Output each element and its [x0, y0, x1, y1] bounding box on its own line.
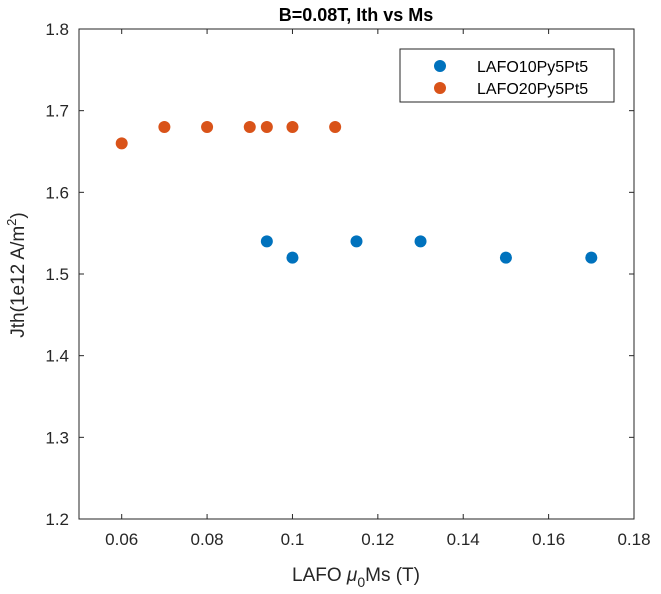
x-tick-label: 0.06 [105, 530, 138, 549]
data-point-series-1 [260, 235, 273, 248]
y-axis-title-sup: 2 [4, 219, 19, 226]
data-point-series-1 [414, 235, 427, 248]
data-point-series-2 [329, 121, 342, 133]
data-point-series-2 [260, 121, 273, 133]
data-point-series-2 [201, 121, 214, 133]
chart-title: B=0.08T, Ith vs Ms [279, 5, 434, 25]
legend-label-lafo10: LAFO10Py5Pt5 [477, 59, 588, 76]
legend-marker-lafo10 [434, 60, 446, 72]
y-tick-label: 1.2 [45, 510, 69, 529]
y-axis-title-pre: Jth(1e12 A/m [8, 226, 29, 338]
y-axis-ticks: 1.2 1.3 1.4 1.5 1.6 1.7 1.8 [45, 20, 634, 529]
y-tick-label: 1.4 [45, 347, 69, 366]
y-tick-label: 1.3 [45, 428, 69, 447]
x-axis-title-mu: μ [346, 565, 358, 586]
x-axis-ticks: 0.06 0.08 0.1 0.12 0.14 0.16 0.18 [105, 29, 651, 549]
data-point-series-2 [115, 137, 128, 150]
x-axis-title: LAFO μ0Ms (T) [292, 565, 420, 590]
data-point-series-1 [499, 251, 512, 264]
data-point-series-1 [585, 251, 598, 264]
x-tick-label: 0.16 [532, 530, 565, 549]
y-axis-title: Jth(1e12 A/m2) [4, 212, 29, 338]
x-tick-label: 0.14 [447, 530, 480, 549]
x-tick-label: 0.18 [617, 530, 650, 549]
data-point-series-2 [243, 121, 256, 133]
data-point-series-2 [286, 121, 299, 133]
y-tick-label: 1.7 [45, 102, 69, 121]
x-axis-title-post: Ms (T) [365, 565, 420, 586]
y-tick-label: 1.6 [45, 183, 69, 202]
x-tick-label: 0.08 [191, 530, 224, 549]
data-point-series-1 [286, 251, 299, 264]
legend: LAFO10Py5Pt5 LAFO20Py5Pt5 [399, 48, 615, 103]
y-tick-label: 1.5 [45, 265, 69, 284]
y-axis-title-post: ) [8, 212, 29, 218]
data-points [115, 121, 598, 264]
x-axis-title-sub: 0 [357, 574, 365, 590]
legend-label-lafo20: LAFO20Py5Pt5 [477, 81, 588, 98]
y-tick-label: 1.8 [45, 20, 69, 39]
plot-area: 0.06 0.08 0.1 0.12 0.14 0.16 0.18 1.2 1.3 1.4 1.5… [45, 20, 650, 549]
data-point-series-2 [158, 121, 171, 133]
x-axis-title-pre: LAFO [292, 565, 347, 586]
data-point-series-1 [350, 235, 363, 248]
legend-box [399, 48, 615, 103]
x-tick-label: 0.1 [281, 530, 305, 549]
x-tick-label: 0.12 [361, 530, 394, 549]
legend-marker-lafo20 [434, 82, 446, 94]
